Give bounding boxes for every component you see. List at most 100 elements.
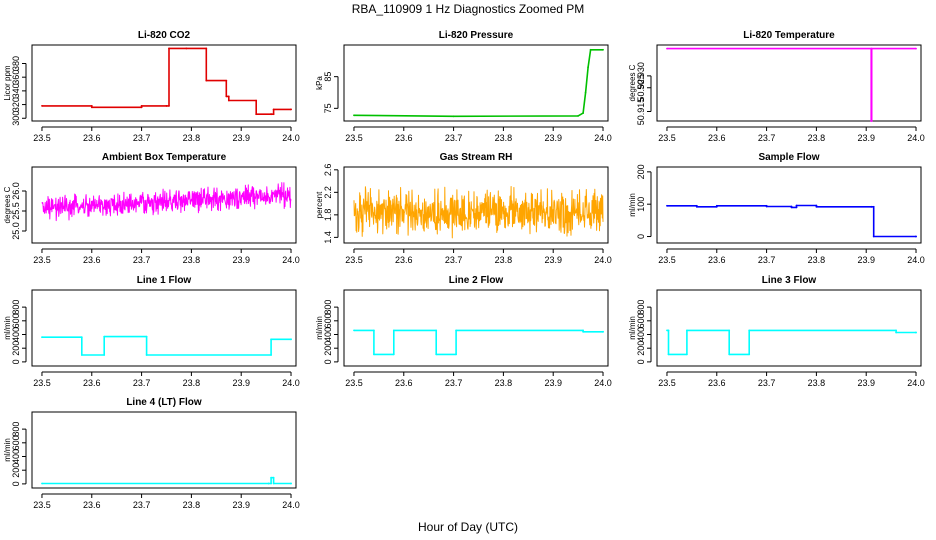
y-tick-label: 340 — [11, 83, 21, 98]
data-point — [41, 482, 43, 485]
figure-xlabel: Hour of Day (UTC) — [418, 520, 518, 534]
y-axis-label: kPa — [315, 76, 324, 90]
data-point — [227, 99, 230, 102]
panel-title: Line 3 Flow — [762, 275, 817, 286]
y-tick-label: 200 — [11, 463, 21, 478]
x-tick-label: 23.9 — [857, 133, 875, 143]
series-line — [667, 47, 916, 122]
x-tick-label: 23.5 — [345, 378, 363, 388]
data-point — [587, 66, 589, 69]
y-axis-label: percent — [315, 191, 324, 218]
x-tick-label: 23.5 — [658, 133, 676, 143]
plot-frame — [31, 44, 297, 122]
y-tick-label: 85 — [323, 72, 333, 82]
x-tick-label: 23.8 — [495, 378, 513, 388]
series-line — [42, 335, 291, 356]
y-tick-label: 0 — [636, 234, 646, 239]
data-point — [140, 105, 143, 107]
data-point — [270, 354, 272, 356]
panel-title: Line 4 (LT) Flow — [126, 397, 202, 408]
data-point — [205, 79, 208, 82]
data-point — [270, 113, 272, 116]
data-point — [272, 108, 275, 111]
y-tick-label: 50.930 — [636, 62, 646, 90]
data-point — [870, 120, 873, 122]
data-point — [80, 336, 83, 339]
data-point — [270, 482, 272, 485]
data-point — [140, 106, 143, 109]
y-axis-label: ml/min — [315, 316, 324, 340]
data-point — [666, 47, 668, 50]
x-tick-label: 23.6 — [708, 378, 726, 388]
x-tick-label: 23.8 — [808, 255, 826, 265]
data-point — [267, 482, 270, 485]
data-point — [815, 204, 818, 207]
y-tick-label: 400 — [11, 449, 21, 464]
y-tick-label: 800 — [11, 300, 21, 315]
data-point — [748, 353, 751, 356]
y-tick-label: 380 — [11, 56, 21, 71]
panel-3: Li-820 Temperature 23.5 23.6 23.7 23.8 23.9 24… — [628, 30, 925, 143]
data-point — [290, 482, 292, 485]
panel-title: Ambient Box Temperature — [102, 152, 227, 163]
y-tick-label: 400 — [323, 327, 333, 342]
panel-title: Sample Flow — [758, 152, 819, 163]
x-tick-label: 23.5 — [345, 255, 363, 265]
data-point — [270, 476, 272, 479]
data-point — [602, 330, 604, 333]
panel-title: Li-820 Pressure — [439, 30, 514, 41]
y-tick-label: 2.6 — [323, 164, 333, 177]
data-point — [168, 47, 170, 50]
x-tick-label: 23.6 — [708, 133, 726, 143]
x-tick-label: 23.6 — [83, 500, 101, 510]
plot-frame — [31, 166, 297, 244]
data-point — [452, 115, 455, 118]
data-point — [765, 205, 768, 208]
x-tick-label: 23.7 — [133, 255, 151, 265]
x-tick-label: 23.8 — [183, 378, 201, 388]
x-tick-label: 23.9 — [232, 255, 250, 265]
figure-title: RBA_110909 1 Hz Diagnostics Zoomed PM — [352, 2, 585, 16]
x-tick-label: 23.8 — [183, 133, 201, 143]
data-point — [790, 206, 793, 209]
x-tick-label: 23.9 — [544, 378, 562, 388]
data-point — [795, 206, 798, 209]
data-point — [577, 115, 579, 117]
data-point — [255, 113, 258, 116]
panel-6: Sample Flow 23.5 23.6 23.7 23.8 23.9 24.0 0 100 2… — [628, 152, 925, 265]
data-point — [41, 336, 43, 339]
x-tick-label: 24.0 — [282, 133, 300, 143]
plot-frame — [31, 289, 297, 367]
y-axis-label: ml/min — [628, 193, 637, 217]
x-tick-label: 23.9 — [857, 378, 875, 388]
data-point — [103, 335, 106, 338]
data-point — [815, 205, 818, 208]
y-tick-label: 400 — [11, 327, 21, 342]
data-point — [353, 329, 355, 332]
x-tick-label: 23.7 — [445, 378, 463, 388]
x-tick-label: 24.0 — [594, 255, 612, 265]
y-tick-label: 600 — [323, 313, 333, 328]
plot-frame — [343, 44, 609, 122]
y-tick-label: 200 — [11, 341, 21, 356]
series-line — [42, 47, 291, 115]
x-tick-label: 24.0 — [907, 133, 925, 143]
y-tick-label: 50.915 — [636, 98, 646, 126]
x-tick-label: 23.6 — [83, 255, 101, 265]
data-point — [80, 354, 83, 356]
y-tick-label: 1.8 — [323, 209, 333, 222]
x-tick-label: 23.5 — [658, 378, 676, 388]
data-point — [715, 204, 718, 207]
data-point — [455, 353, 457, 356]
x-tick-label: 24.0 — [907, 255, 925, 265]
x-tick-label: 23.7 — [133, 500, 151, 510]
y-tick-label: 600 — [11, 313, 21, 328]
y-tick-label: 75 — [323, 103, 333, 113]
data-point — [582, 330, 584, 333]
data-point — [392, 329, 395, 332]
x-tick-label: 23.5 — [658, 255, 676, 265]
data-point — [602, 48, 604, 51]
data-point — [667, 353, 670, 356]
data-point — [373, 353, 375, 356]
